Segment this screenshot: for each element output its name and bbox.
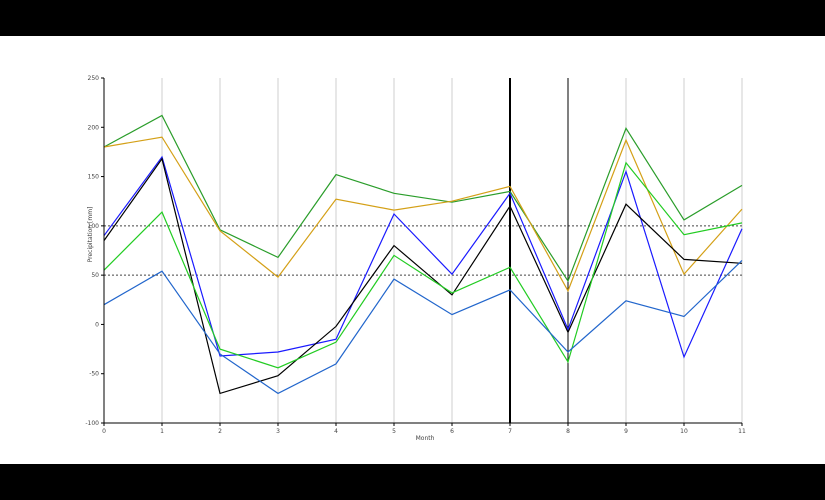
series-line [103, 155, 743, 359]
x-tick-label: 10 [680, 428, 688, 435]
plot-area [104, 78, 742, 423]
y-tick-label: 0 [95, 321, 99, 328]
series-line [103, 259, 743, 395]
x-tick-label: 8 [566, 428, 570, 435]
y-tick-label: 100 [88, 223, 100, 230]
top-letterbox-bar [0, 0, 825, 36]
y-tick-label: 150 [88, 174, 100, 181]
x-tick-label: 1 [160, 428, 164, 435]
series-line [103, 136, 743, 293]
x-tick-label: 3 [276, 428, 280, 435]
y-tick-label: 50 [91, 272, 99, 279]
x-axis-title: Month [416, 435, 435, 442]
x-tick-label: 9 [624, 428, 628, 435]
series-line [103, 157, 743, 395]
x-tick-label: 7 [508, 428, 512, 435]
series-line [103, 114, 743, 283]
x-tick-label: 5 [392, 428, 396, 435]
y-tick-label: 250 [88, 75, 100, 82]
x-tick-label: 6 [450, 428, 454, 435]
y-tick-label: -100 [85, 420, 99, 427]
y-tick-label: -50 [89, 371, 99, 378]
series-line [103, 161, 743, 369]
x-tick-label: 0 [102, 428, 106, 435]
y-axis-title: Precipitation [mm] [87, 207, 94, 263]
y-tick-label: 200 [88, 124, 100, 131]
x-tick-label: 2 [218, 428, 222, 435]
x-tick-label: 11 [738, 428, 746, 435]
x-tick-label: 4 [334, 428, 338, 435]
bottom-letterbox-bar [0, 464, 825, 500]
